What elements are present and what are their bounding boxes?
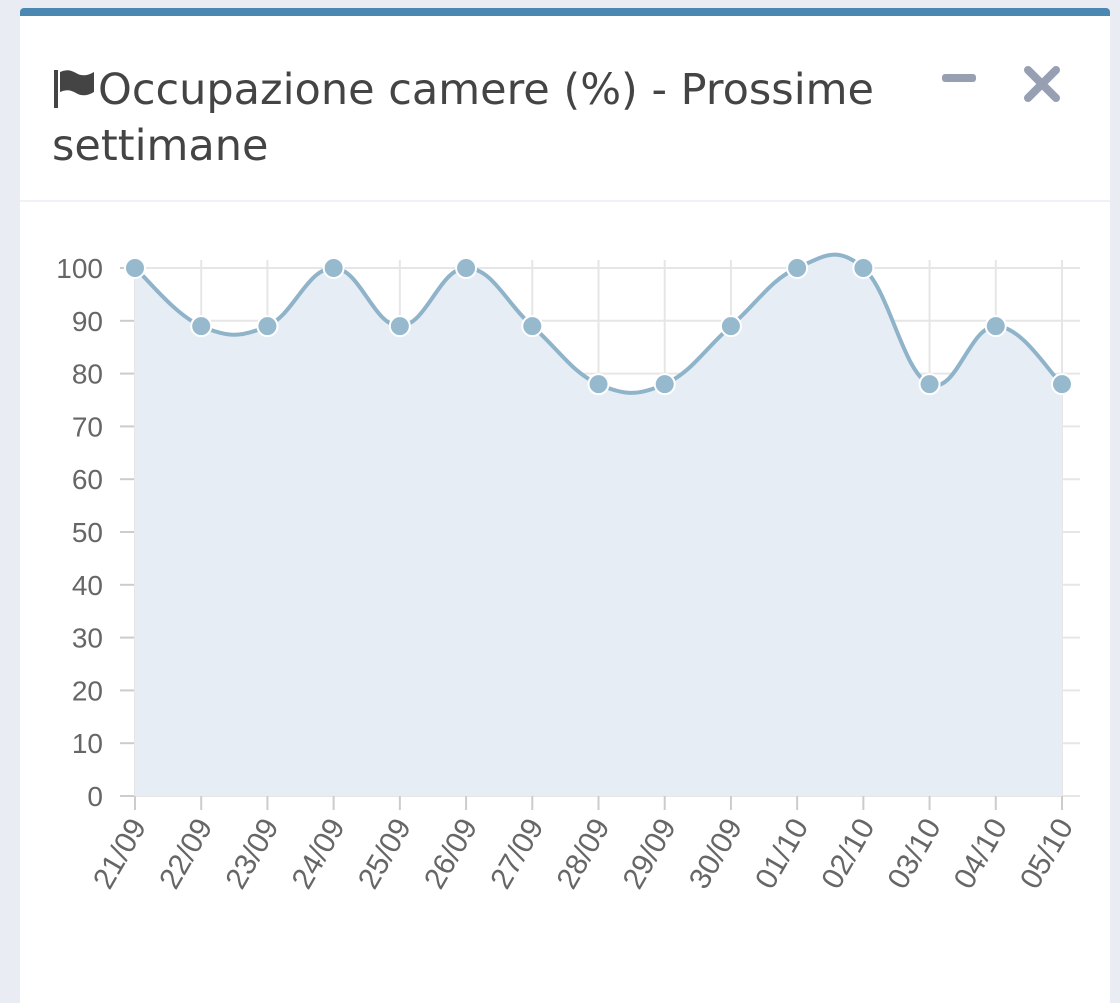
x-tick-label: 26/09 xyxy=(418,813,484,895)
x-tick-label: 02/10 xyxy=(815,813,881,895)
x-tick-label: 05/10 xyxy=(1014,813,1080,895)
title-text: Occupazione camere (%) - Prossime settim… xyxy=(52,65,874,171)
y-tick-label: 50 xyxy=(72,517,103,548)
collapse-button[interactable] xyxy=(935,64,995,114)
y-tick-label: 30 xyxy=(72,623,103,654)
x-tick-label: 23/09 xyxy=(219,813,285,895)
separator xyxy=(20,200,1110,202)
flag-icon xyxy=(54,70,94,108)
y-tick-label: 60 xyxy=(72,464,103,495)
y-tick-label: 80 xyxy=(72,359,103,390)
x-tick-label: 01/10 xyxy=(749,813,815,895)
point xyxy=(852,257,875,279)
point xyxy=(587,373,610,396)
close-button[interactable] xyxy=(1020,64,1070,114)
x-tick-label: 24/09 xyxy=(286,813,352,895)
point xyxy=(719,315,742,338)
point xyxy=(256,315,279,338)
point xyxy=(984,315,1007,338)
point xyxy=(786,257,809,279)
x-tick-label: 28/09 xyxy=(550,813,616,895)
point xyxy=(455,257,478,279)
point xyxy=(124,257,146,279)
x-tick-label: 25/09 xyxy=(352,813,418,895)
y-tick-label: 10 xyxy=(72,728,103,759)
y-tick-label: 20 xyxy=(72,675,103,706)
y-tick-label: 70 xyxy=(72,411,103,442)
point xyxy=(521,315,544,338)
x-tick-label: 21/09 xyxy=(87,813,153,895)
point xyxy=(1051,373,1073,396)
area xyxy=(135,254,1062,796)
point xyxy=(653,373,676,396)
point xyxy=(322,257,345,279)
y-tick-label: 90 xyxy=(72,306,103,337)
x-tick-label: 04/10 xyxy=(948,813,1014,895)
x-tick-label: 03/10 xyxy=(882,813,948,895)
point xyxy=(388,315,411,338)
x-tick-label: 22/09 xyxy=(153,813,219,895)
point xyxy=(190,315,213,338)
x-tick-label: 29/09 xyxy=(617,813,683,895)
x-tick-label: 27/09 xyxy=(484,813,550,895)
y-tick-label: 0 xyxy=(87,781,103,812)
point xyxy=(918,373,941,396)
panel-title: Occupazione camere (%) - Prossime settim… xyxy=(52,62,932,174)
y-tick-label: 100 xyxy=(56,253,103,284)
x-tick-label: 30/09 xyxy=(683,813,749,895)
y-tick-label: 40 xyxy=(72,570,103,601)
